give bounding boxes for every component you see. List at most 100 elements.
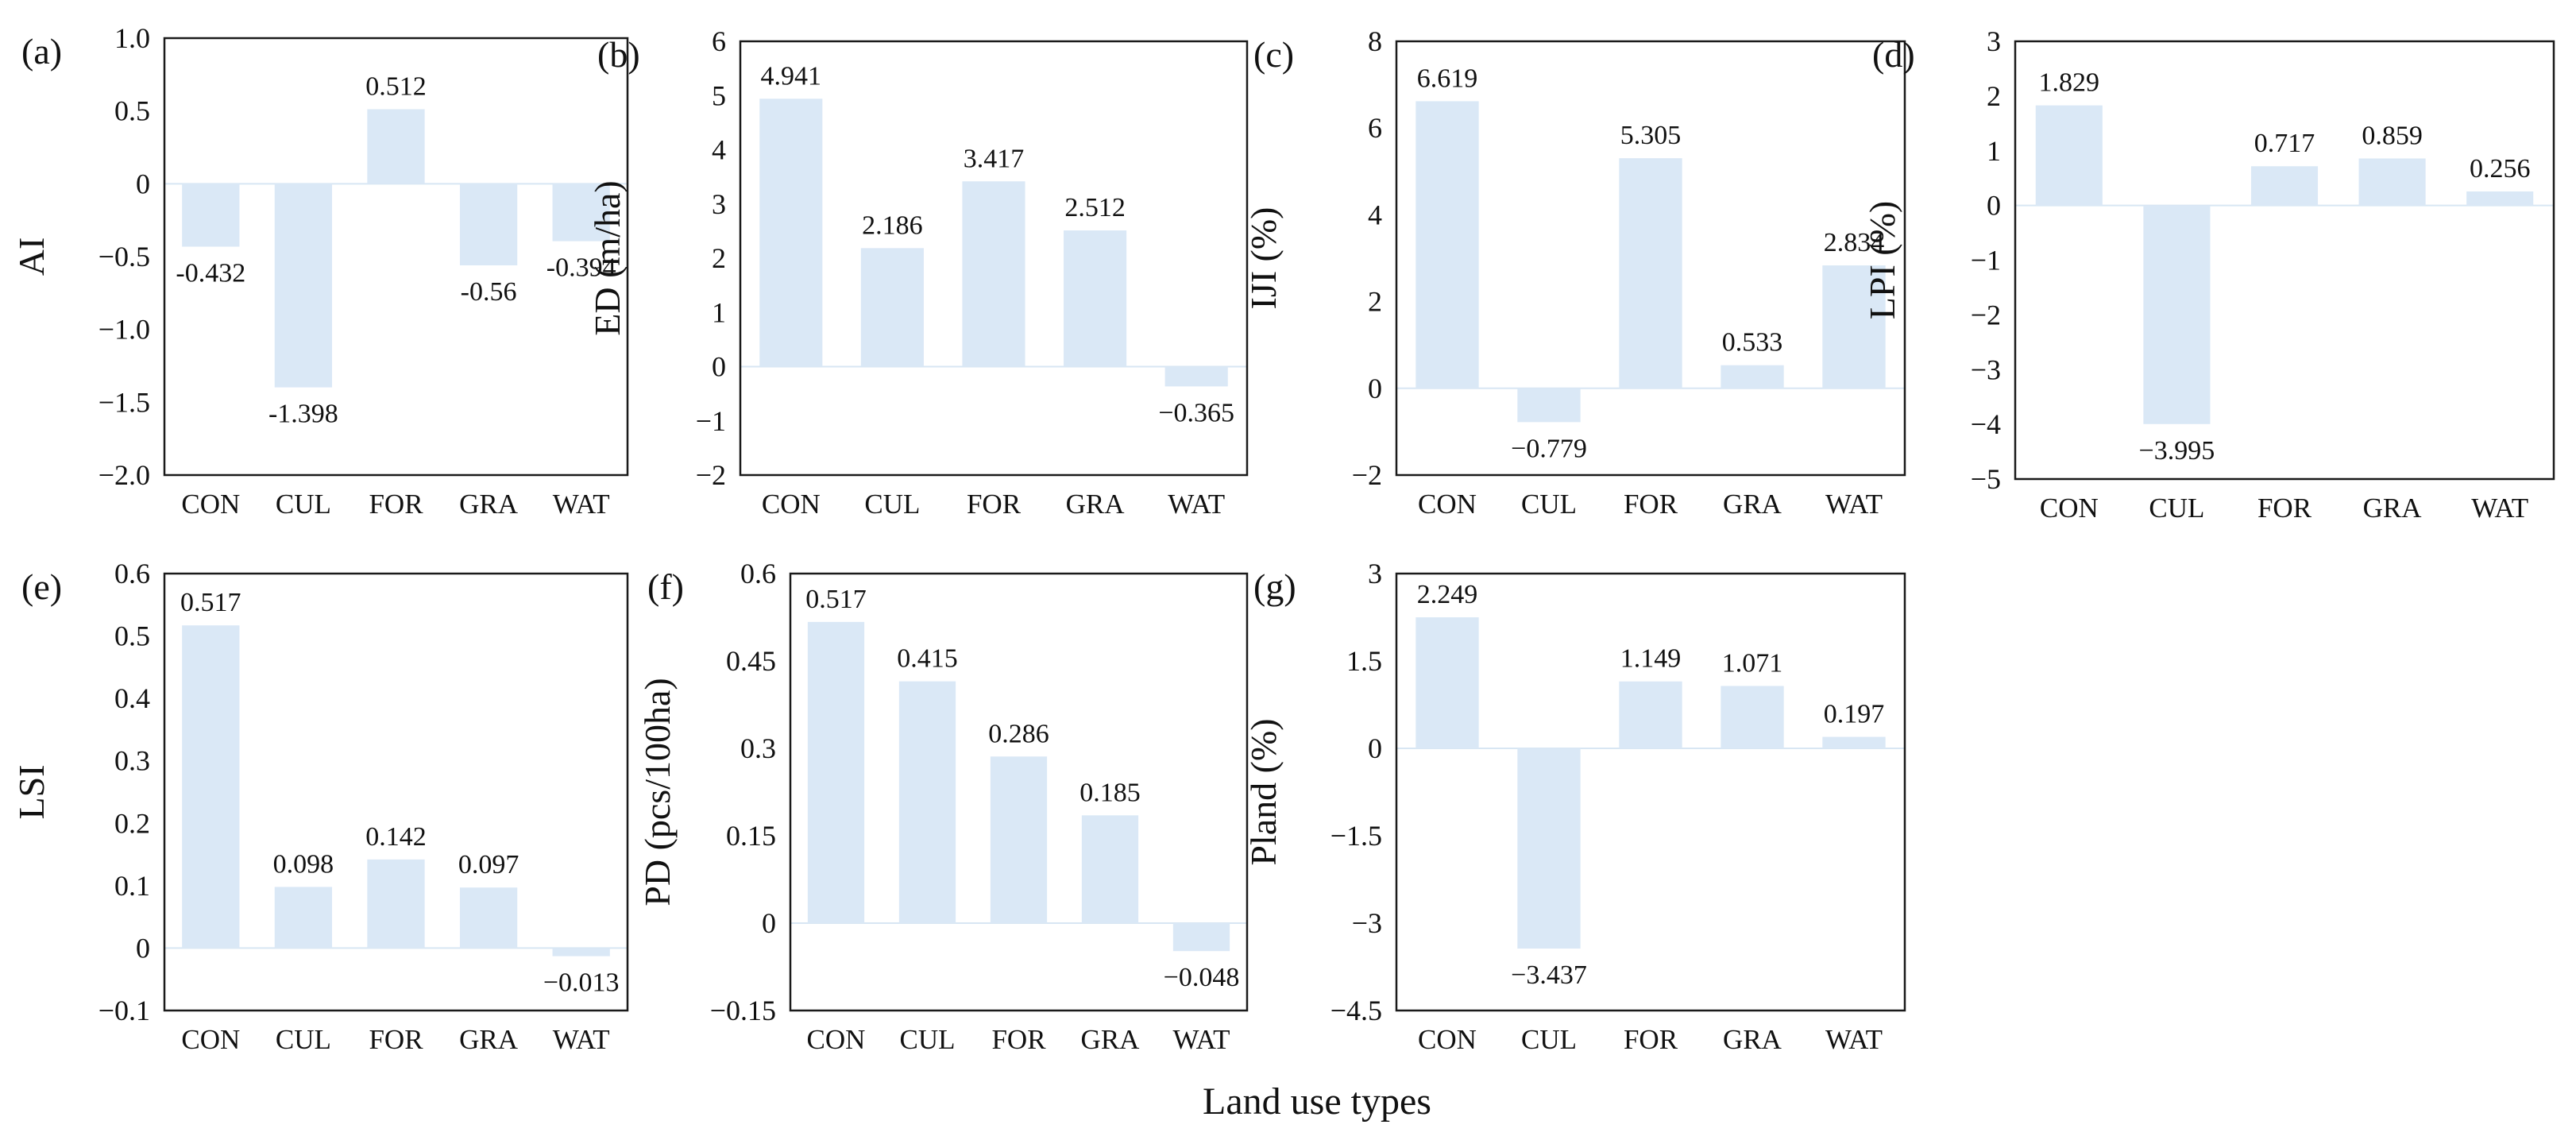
- data-label: 5.305: [1620, 121, 1682, 150]
- bar-gra: [1064, 230, 1127, 367]
- bar-gra: [459, 184, 518, 265]
- y-tick-label: 0.1: [114, 870, 150, 902]
- x-category-label: CUL: [276, 1024, 331, 1055]
- bar-wat: [2466, 191, 2534, 206]
- x-category-label: CUL: [900, 1024, 956, 1055]
- bar-for: [2250, 166, 2319, 206]
- data-label: −3.995: [2139, 436, 2215, 466]
- y-tick-label: 1.5: [1346, 645, 1382, 677]
- data-label: -0.432: [176, 259, 245, 288]
- x-category-label: GRA: [1723, 1024, 1782, 1055]
- y-tick-label: 2: [1987, 80, 2001, 112]
- x-category-label: FOR: [991, 1024, 1046, 1055]
- y-tick-label: −0.15: [710, 995, 776, 1026]
- panel-label: (g): [1253, 566, 1296, 607]
- bar-con: [182, 625, 240, 949]
- x-category-label: GRA: [2363, 493, 2423, 524]
- data-label: −0.048: [1164, 963, 1240, 992]
- bar-con: [807, 621, 865, 923]
- y-tick-label: 0: [136, 168, 150, 199]
- x-category-label: GRA: [1081, 1024, 1141, 1055]
- y-tick-label: −0.1: [98, 995, 150, 1026]
- data-label: 1.829: [2039, 68, 2100, 98]
- y-tick-label: 0: [762, 907, 776, 939]
- bar-gra: [1721, 365, 1784, 388]
- x-category-label: CON: [762, 489, 821, 520]
- y-axis-label: ED (m/ha): [587, 180, 628, 335]
- panel-label: (a): [21, 31, 62, 71]
- bar-wat: [1822, 736, 1886, 748]
- bar-for: [962, 181, 1025, 367]
- y-tick-label: −2: [696, 459, 726, 491]
- plot-frame: [789, 572, 1249, 1012]
- panel-c: (c) IJI (%) 8 6 4 2 0 −2 6.619 CON −0.779 CUL 5.305 F…: [1243, 25, 1906, 520]
- bar-con: [759, 99, 823, 367]
- bar-for: [367, 109, 425, 184]
- y-axis-label: PD (pcs/100ha): [637, 678, 678, 906]
- y-tick-label: 0.15: [726, 820, 776, 852]
- y-tick-label: 3: [712, 188, 726, 220]
- y-tick-label: −4.5: [1330, 995, 1382, 1026]
- y-tick-label: 0: [1368, 732, 1382, 764]
- y-tick-label: 4: [1368, 199, 1382, 230]
- y-tick-label: −5: [1971, 463, 2001, 495]
- y-tick-label: 0: [1987, 190, 2001, 222]
- x-category-label: CUL: [276, 489, 331, 520]
- data-label: 0.717: [2254, 129, 2315, 158]
- y-tick-label: 0.5: [114, 95, 150, 127]
- y-tick-label: −2: [1352, 459, 1382, 491]
- x-category-label: CUL: [1521, 1024, 1577, 1055]
- x-category-label: CON: [807, 1024, 866, 1055]
- panel-label: (b): [597, 34, 640, 75]
- x-category-label: CON: [1418, 489, 1477, 520]
- y-tick-label: −4: [1971, 408, 2001, 440]
- x-axis-title: Land use types: [1203, 1080, 1431, 1123]
- y-tick-label: 6: [712, 25, 726, 57]
- data-label: 2.249: [1417, 580, 1478, 609]
- x-category-label: CUL: [1521, 489, 1577, 520]
- bar-gra: [459, 887, 518, 949]
- bar-wat: [1822, 265, 1886, 388]
- x-category-label: FOR: [2257, 493, 2312, 524]
- bar-con: [1415, 101, 1479, 388]
- bar-gra: [2358, 158, 2426, 206]
- bar-con: [182, 184, 240, 247]
- bar-gra: [1721, 686, 1784, 748]
- plot-frame: [739, 40, 1249, 477]
- y-tick-label: 0.5: [114, 620, 150, 652]
- x-category-label: GRA: [1066, 489, 1126, 520]
- x-category-label: CON: [181, 489, 240, 520]
- bar-gra: [1081, 815, 1139, 923]
- data-label: 0.415: [897, 644, 958, 674]
- bar-cul: [274, 184, 333, 388]
- data-label: 0.859: [2362, 121, 2423, 150]
- x-category-label: WAT: [553, 489, 610, 520]
- x-category-label: WAT: [553, 1024, 610, 1055]
- plot-frame: [163, 572, 629, 1012]
- x-category-label: WAT: [2471, 493, 2528, 524]
- panels-group: (a) AI 1.0 0.5 0 −0.5 −1.0 −1.5 −2.0 -0.432 CON -1.…: [11, 22, 2555, 1055]
- data-label: −0.013: [543, 968, 620, 998]
- plot-frame: [1395, 40, 1906, 477]
- panel-g: (g) Pland (%) 3 1.5 0 −1.5 −3 −4.5 2.249 CON −3.43…: [1243, 558, 1906, 1055]
- data-label: 0.512: [365, 71, 427, 101]
- x-category-label: WAT: [1168, 489, 1225, 520]
- x-category-label: CON: [2040, 493, 2099, 524]
- x-category-label: WAT: [1825, 1024, 1883, 1055]
- bar-cul: [898, 681, 956, 923]
- x-category-label: FOR: [1624, 1024, 1678, 1055]
- y-tick-label: 0.6: [740, 558, 776, 589]
- bar-wat: [552, 184, 610, 242]
- y-tick-label: 0.3: [114, 745, 150, 777]
- bar-con: [2035, 105, 2103, 206]
- x-category-label: WAT: [1825, 489, 1883, 520]
- data-label: 0.533: [1722, 328, 1783, 357]
- data-label: 0.286: [988, 719, 1049, 748]
- bar-cul: [860, 248, 924, 367]
- y-axis-label: Pland (%): [1243, 718, 1284, 865]
- y-tick-label: 0: [1368, 373, 1382, 404]
- y-tick-label: 0: [136, 932, 150, 964]
- data-label: -1.398: [268, 400, 338, 429]
- bar-wat: [1164, 366, 1228, 387]
- y-tick-label: −0.5: [98, 241, 150, 272]
